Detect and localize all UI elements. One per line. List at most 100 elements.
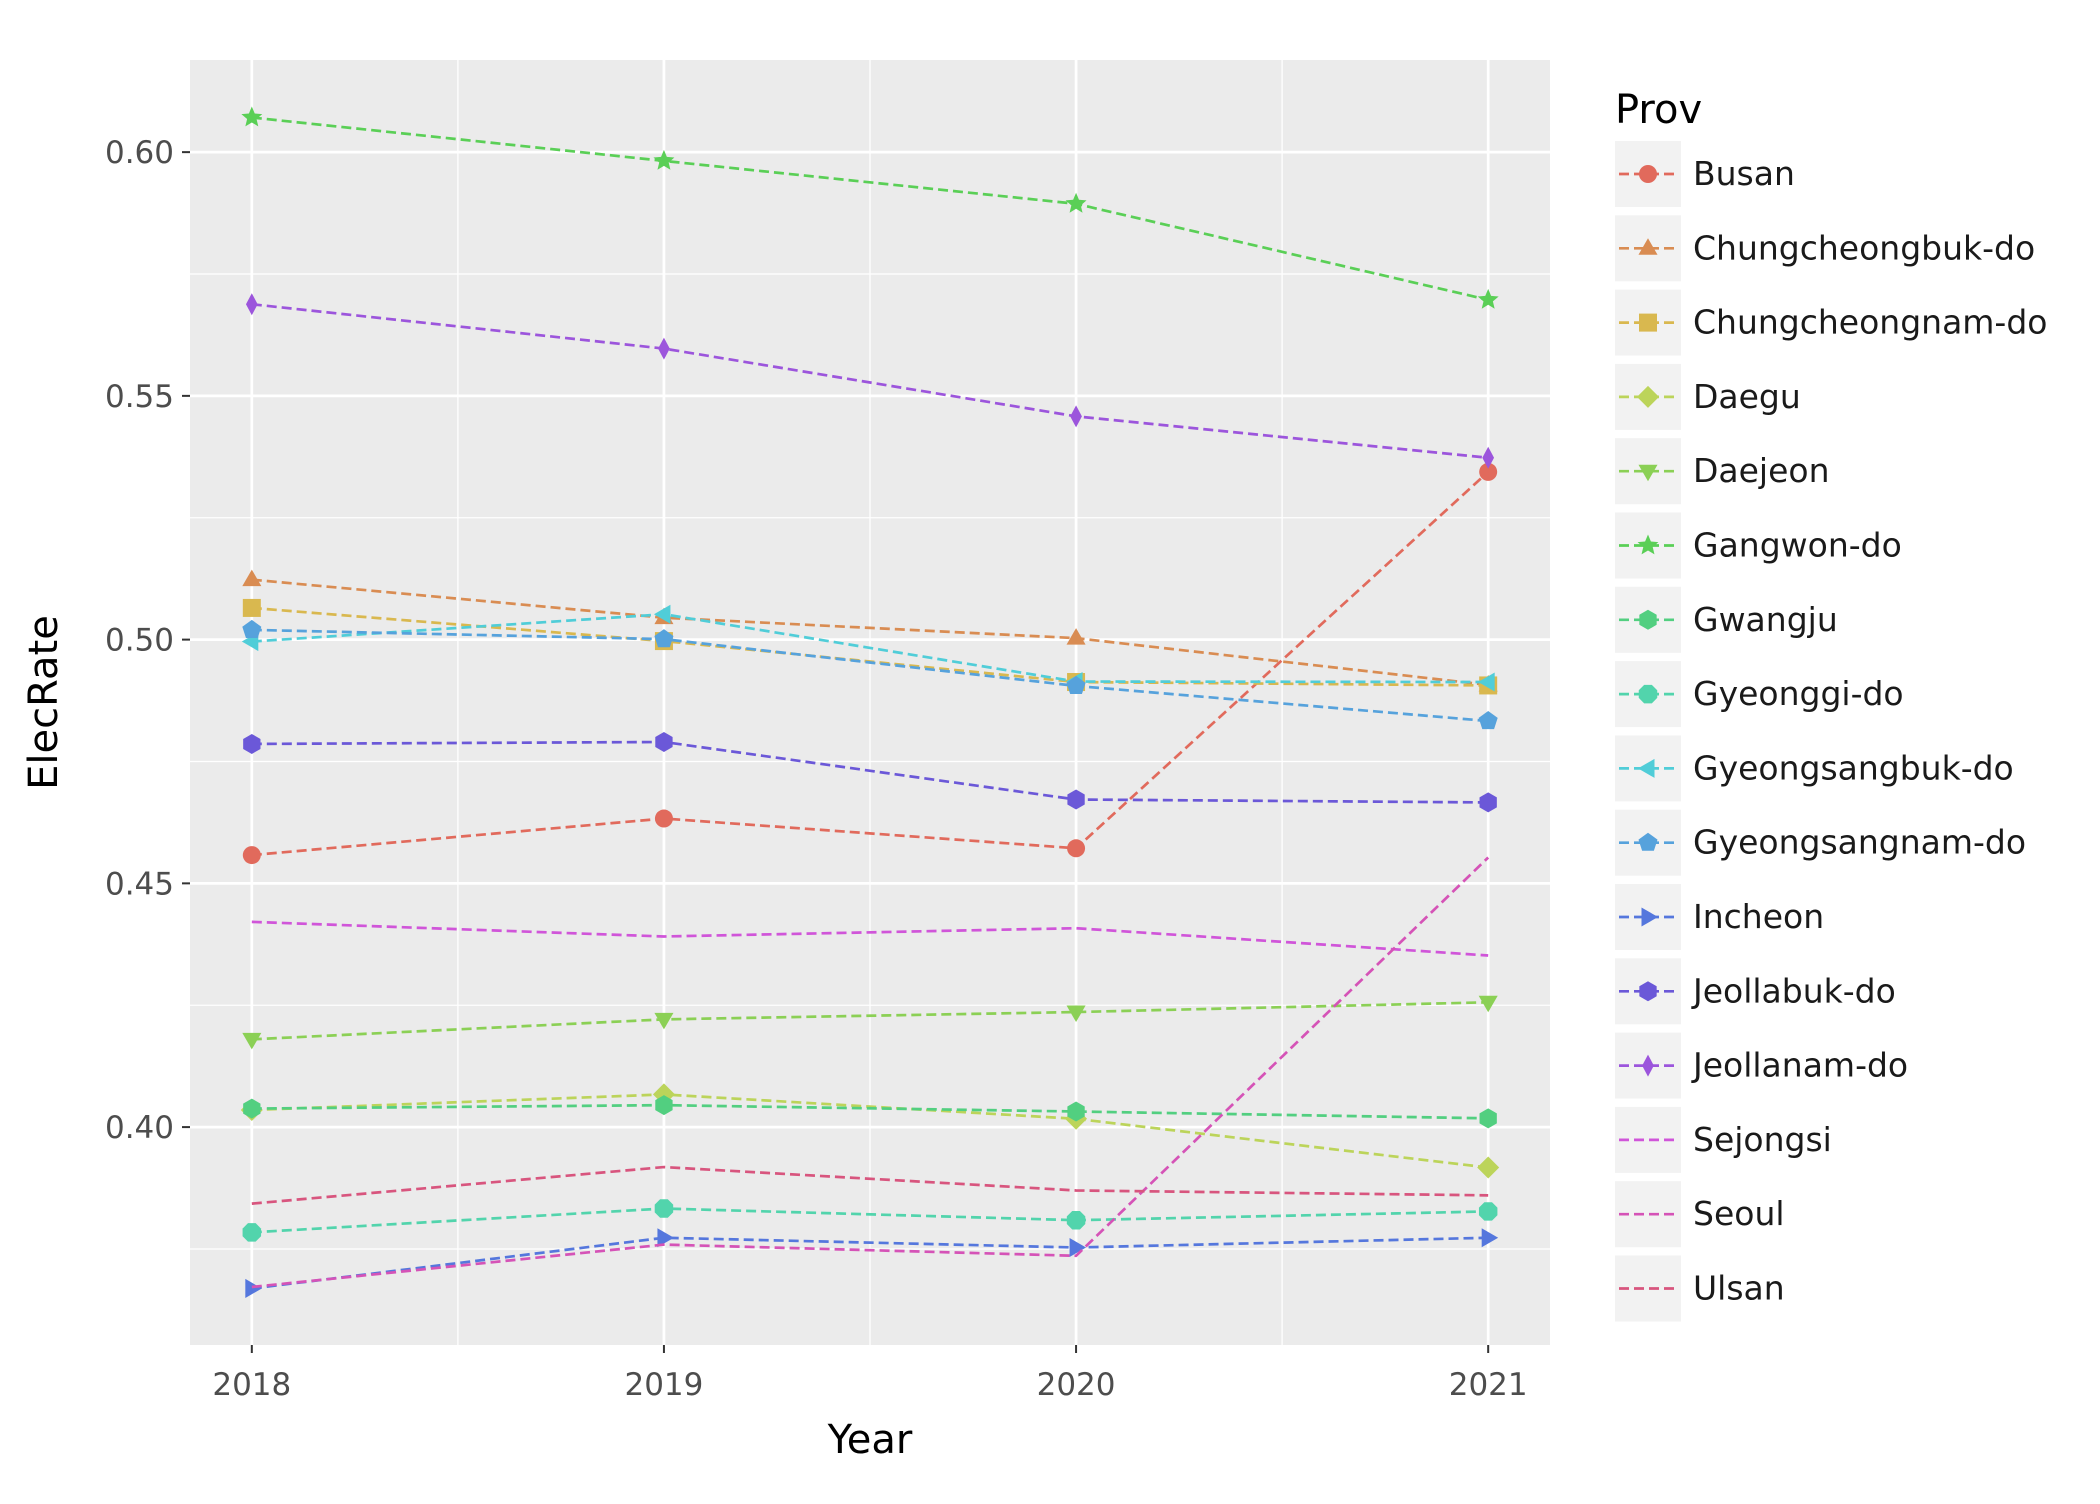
legend-label: Chungcheongnam-do xyxy=(1693,303,2047,342)
series-daejeon xyxy=(242,995,1498,1050)
legend-swatch-marker xyxy=(1637,534,1659,555)
legend-label: Incheon xyxy=(1693,897,1824,936)
y-tick-label: 0.45 xyxy=(105,866,174,902)
legend-item: Sejongsi xyxy=(1615,1106,1832,1173)
data-point xyxy=(654,1199,674,1218)
legend-label: Daegu xyxy=(1693,377,1801,416)
series-line xyxy=(251,1207,1489,1234)
legend-swatch-marker xyxy=(1639,165,1657,183)
series-ulsan xyxy=(251,1165,1489,1205)
series-jeollabuk-do xyxy=(243,731,1497,813)
legend-label: Sejongsi xyxy=(1693,1120,1832,1159)
y-axis-title: ElecRate xyxy=(21,615,67,790)
data-point xyxy=(1479,462,1498,481)
legend-label: Gyeongsangbuk-do xyxy=(1693,748,2014,787)
x-tick-label: 2021 xyxy=(1449,1367,1528,1403)
legend-item: Busan xyxy=(1615,141,1795,207)
y-tick-label: 0.55 xyxy=(105,379,174,415)
legend-label: Chungcheongbuk-do xyxy=(1693,228,2035,267)
series-line xyxy=(251,856,1490,1289)
x-axis-title: Year xyxy=(827,1417,913,1463)
series-line xyxy=(251,628,1489,723)
series-gyeongsangnam-do xyxy=(242,619,1498,730)
y-tick-label: 0.40 xyxy=(105,1110,174,1146)
legend-swatch-marker xyxy=(1638,832,1658,851)
data-point xyxy=(242,598,261,617)
y-tick-label: 0.50 xyxy=(105,623,174,659)
series-line xyxy=(251,470,1490,857)
legend-item: Chungcheongnam-do xyxy=(1615,289,2047,356)
series-line xyxy=(251,1165,1489,1205)
legend-item: Daegu xyxy=(1615,363,1801,430)
data-point xyxy=(243,1098,261,1119)
series-line xyxy=(251,302,1489,460)
data-point xyxy=(1478,1202,1498,1221)
data-point xyxy=(242,1032,262,1050)
series-gangwon-do xyxy=(241,106,1499,309)
series-line xyxy=(251,740,1489,804)
data-point xyxy=(1065,192,1087,213)
series-gwangju xyxy=(243,1095,1497,1129)
data-point xyxy=(1478,672,1495,692)
legend-item: Ulsan xyxy=(1615,1255,1785,1322)
x-tick-label: 2018 xyxy=(212,1367,291,1403)
series-busan xyxy=(242,462,1498,865)
data-point xyxy=(1067,1101,1085,1122)
legend-swatch-marker xyxy=(1639,313,1657,332)
data-point xyxy=(1478,711,1498,730)
legend-swatch-marker xyxy=(1639,609,1657,630)
data-point xyxy=(1477,288,1499,309)
legend-label: Ulsan xyxy=(1693,1269,1785,1308)
legend-item: Jeollabuk-do xyxy=(1615,958,1896,1025)
data-point xyxy=(1479,1108,1497,1129)
legend-item: Jeollanam-do xyxy=(1615,1032,1908,1099)
legend-title: Prov xyxy=(1615,87,1702,133)
data-point xyxy=(1482,446,1495,469)
legend-swatch-marker xyxy=(1638,684,1658,704)
series-line xyxy=(251,1103,1489,1120)
legend-item: Gyeongsangbuk-do xyxy=(1615,735,2014,802)
legend-label: Gwangju xyxy=(1693,600,1838,639)
data-point xyxy=(241,106,263,127)
data-point xyxy=(243,733,261,754)
series-gyeonggi-do xyxy=(242,1199,1498,1242)
data-point xyxy=(655,731,673,752)
data-point xyxy=(655,1095,673,1116)
data-point xyxy=(242,846,261,865)
data-point xyxy=(242,1223,262,1242)
legend-item: Seoul xyxy=(1615,1181,1785,1248)
series-sejongsi xyxy=(251,920,1489,957)
legend-label: Jeollanam-do xyxy=(1691,1046,1908,1085)
x-tick-label: 2019 xyxy=(624,1367,703,1403)
data-point xyxy=(654,1012,674,1030)
data-point xyxy=(1069,1237,1087,1258)
series-line xyxy=(251,1093,1489,1169)
data-point xyxy=(1479,792,1497,813)
legend-label: Daejeon xyxy=(1693,451,1830,490)
series-line xyxy=(251,116,1489,302)
data-point xyxy=(654,629,674,648)
data-point xyxy=(653,149,675,170)
data-point xyxy=(1066,675,1086,695)
data-point xyxy=(1477,1156,1500,1179)
series-line xyxy=(251,578,1489,687)
data-point xyxy=(658,337,670,360)
legend-label: Gyeongsangnam-do xyxy=(1693,823,2026,862)
legend-label: Gyeonggi-do xyxy=(1693,674,1904,713)
series-line xyxy=(251,920,1489,957)
legend-item: Chungcheongbuk-do xyxy=(1615,215,2035,282)
data-point xyxy=(242,569,262,587)
series-line xyxy=(251,1236,1489,1290)
legend-item: Gangwon-do xyxy=(1615,512,1902,579)
legend-swatch-marker xyxy=(1637,385,1659,408)
legend-label: Busan xyxy=(1693,154,1795,193)
series-incheon xyxy=(245,1228,1499,1298)
data-point xyxy=(1067,789,1085,810)
data-point xyxy=(245,1278,262,1298)
y-tick-label: 0.60 xyxy=(105,135,174,171)
legend-swatch-marker xyxy=(1638,758,1655,778)
data-point xyxy=(1066,1005,1086,1023)
legend-swatch-marker xyxy=(1638,464,1658,482)
